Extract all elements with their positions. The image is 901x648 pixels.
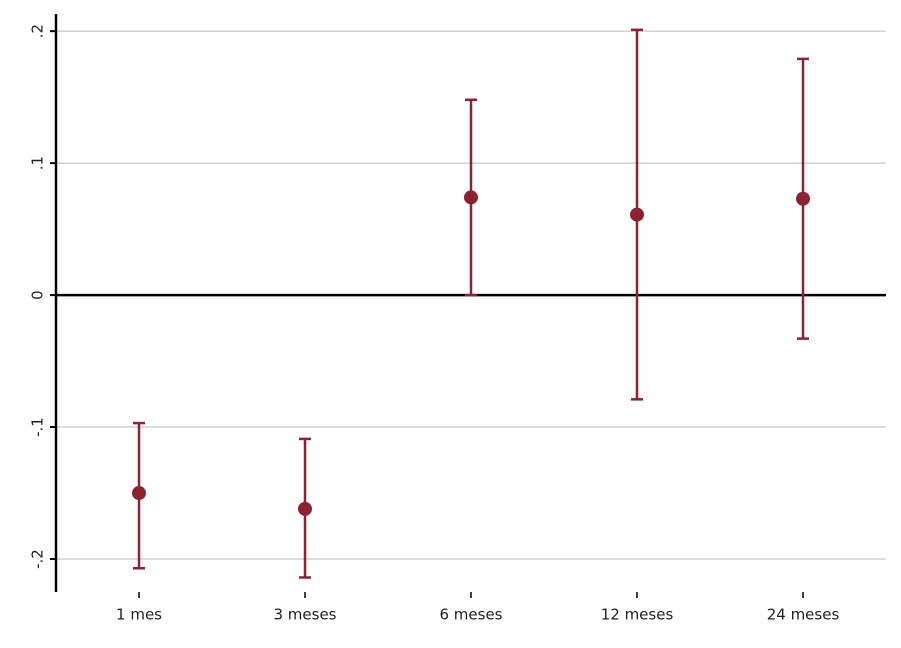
y-tick-label: -.1: [29, 417, 47, 437]
x-tick-label: 24 meses: [767, 606, 840, 624]
x-tick-label: 1 mes: [116, 606, 162, 624]
point: [464, 190, 478, 205]
x-tick-label: 3 meses: [273, 606, 336, 624]
y-tick-label: .1: [29, 156, 47, 170]
y-tick-label: 0: [29, 290, 47, 300]
point: [132, 486, 146, 501]
y-tick-label: -.2: [29, 549, 47, 569]
point: [630, 207, 644, 222]
point: [298, 501, 312, 516]
y-tick-label: .2: [29, 24, 47, 38]
point: [796, 191, 810, 206]
x-tick-label: 12 meses: [601, 606, 674, 624]
x-tick-label: 6 meses: [439, 606, 502, 624]
